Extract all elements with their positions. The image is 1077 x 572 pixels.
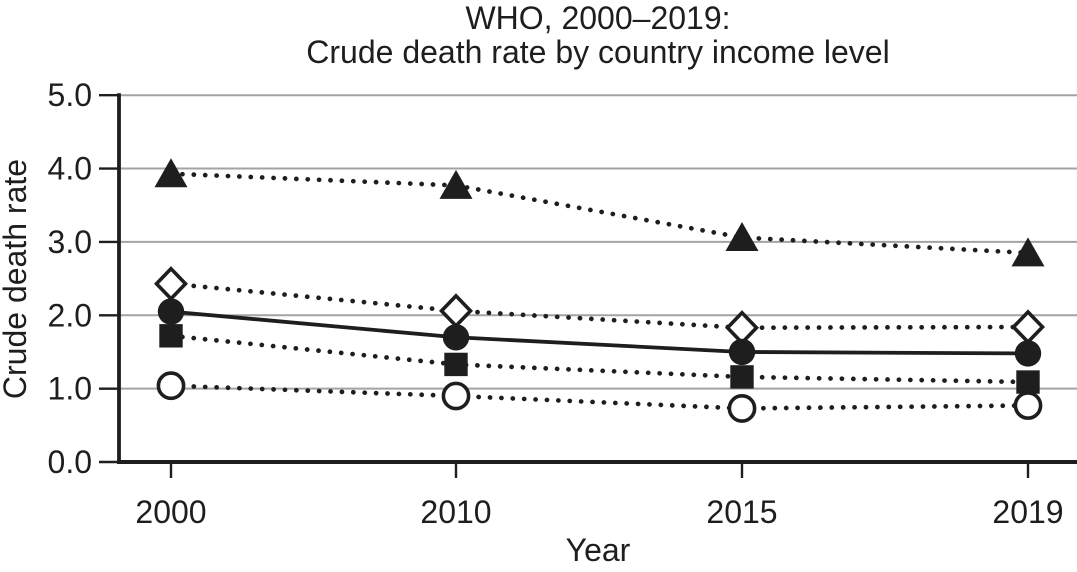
marker-open-diamond-dotted-2000 xyxy=(153,266,189,302)
series-line-open-diamond-dotted xyxy=(168,281,1031,331)
marker-filled-circle-solid-2000 xyxy=(157,298,185,325)
y-tick-label-0.0: 0.0 xyxy=(48,444,92,480)
marker-filled-triangle-dotted-2015 xyxy=(725,222,759,252)
marker-open-circle-dotted-2000 xyxy=(156,371,186,401)
marker-open-circle-dotted-2019 xyxy=(1013,391,1043,420)
marker-open-diamond-dotted-2019 xyxy=(1010,309,1046,345)
x-axis-title: Year xyxy=(566,532,631,568)
y-tick-label-3.0: 3.0 xyxy=(48,224,92,260)
x-tick-label-2000: 2000 xyxy=(135,494,206,530)
y-tick-label-1.0: 1.0 xyxy=(48,371,92,407)
series-line-filled-triangle-dotted xyxy=(168,171,1031,256)
x-tick-label-2015: 2015 xyxy=(706,494,777,530)
y-tick-label-4.0: 4.0 xyxy=(48,151,92,187)
marker-filled-circle-solid-2010 xyxy=(442,324,470,351)
marker-filled-triangle-dotted-2019 xyxy=(1011,237,1045,267)
marker-filled-square-dotted-2015 xyxy=(730,365,754,389)
marker-open-diamond-dotted-2010 xyxy=(438,293,474,329)
marker-filled-triangle-dotted-2000 xyxy=(154,158,188,188)
chart-title-line2: Crude death rate by country income level xyxy=(306,34,890,70)
marker-open-circle-dotted-2010 xyxy=(441,381,471,411)
y-tick-label-2.0: 2.0 xyxy=(48,297,92,333)
chart-title-line1: WHO, 2000–2019: xyxy=(465,0,731,36)
x-tick-label-2019: 2019 xyxy=(992,494,1063,530)
chart-title: WHO, 2000–2019: Crude death rate by coun… xyxy=(119,1,1077,69)
marker-filled-circle-solid-2015 xyxy=(728,338,756,366)
marker-filled-square-dotted-2019 xyxy=(1016,370,1040,394)
series-line-filled-circle-solid xyxy=(170,309,1029,356)
marker-open-diamond-dotted-2015 xyxy=(724,310,760,346)
y-tick-label-5.0: 5.0 xyxy=(48,77,92,113)
marker-filled-triangle-dotted-2010 xyxy=(439,169,473,199)
x-tick-label-2010: 2010 xyxy=(420,494,491,530)
marker-open-circle-dotted-2015 xyxy=(727,394,757,423)
marker-filled-square-dotted-2010 xyxy=(444,352,468,377)
marker-filled-circle-solid-2019 xyxy=(1014,340,1042,367)
y-axis-title: Crude death rate xyxy=(0,159,33,399)
marker-filled-square-dotted-2000 xyxy=(159,324,183,348)
